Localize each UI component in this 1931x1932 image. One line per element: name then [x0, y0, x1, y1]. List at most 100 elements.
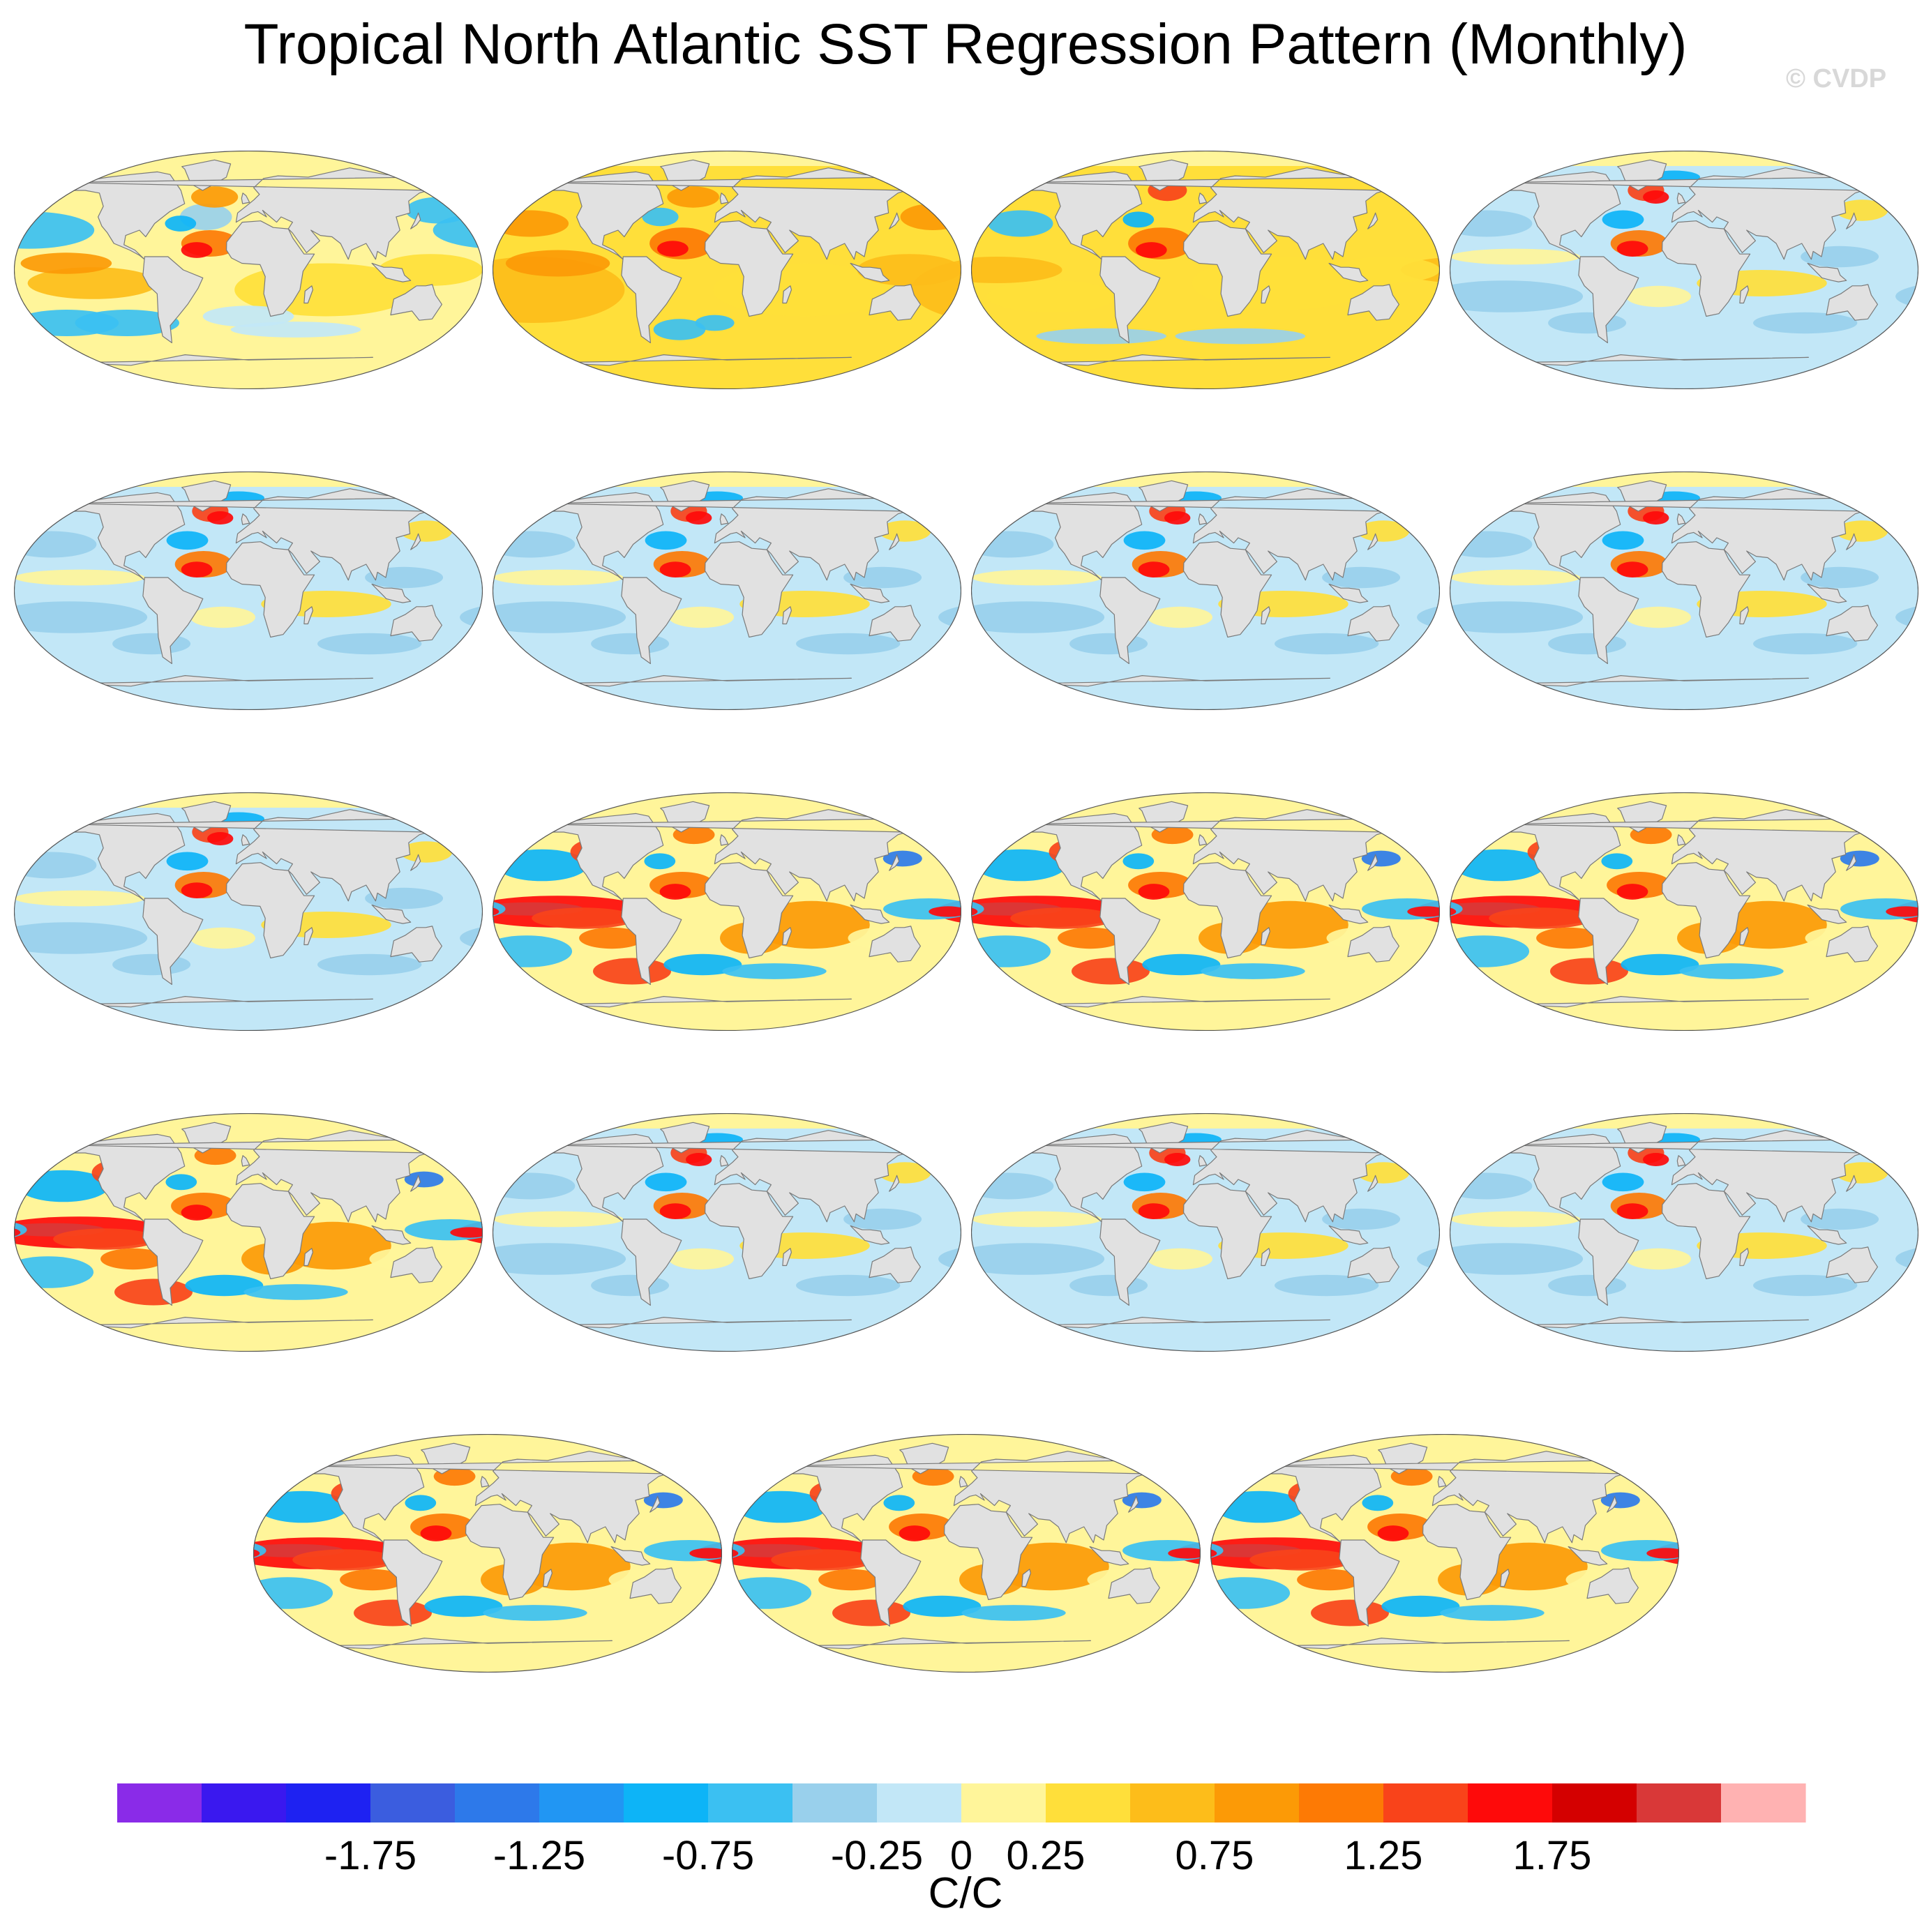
land-japan	[1607, 1495, 1618, 1513]
land-britain	[1198, 834, 1208, 846]
anomaly-region	[1886, 906, 1918, 917]
land-madagascar	[1261, 1248, 1270, 1267]
land-indonesia	[1807, 1225, 1847, 1245]
land-africa	[226, 220, 315, 317]
colorbar-swatch	[1637, 1783, 1722, 1822]
anomaly-region	[1616, 884, 1648, 900]
land-north-america	[68, 492, 186, 581]
land-south-america	[1099, 1218, 1161, 1306]
anomaly-region	[1489, 907, 1593, 929]
anomaly-region	[883, 1495, 915, 1511]
anomaly-region	[961, 1605, 1066, 1621]
land-madagascar	[303, 1248, 313, 1267]
land-indonesia	[371, 1225, 412, 1245]
land-australia	[1108, 1567, 1161, 1604]
colorbar-swatch	[1046, 1783, 1131, 1822]
anomaly-region	[971, 601, 1105, 633]
sst-regression-map	[14, 471, 483, 710]
anomaly-region	[645, 531, 687, 550]
anomaly-region	[659, 561, 691, 578]
anomaly-region	[1450, 1243, 1584, 1275]
anomaly-region	[1381, 1595, 1460, 1617]
land-north-america	[547, 492, 664, 581]
map-panel	[249, 1409, 726, 1716]
land-eurasia	[61, 809, 428, 902]
land-madagascar	[1500, 1569, 1510, 1587]
land-africa	[1662, 220, 1751, 317]
anomaly-region	[796, 633, 901, 655]
sst-regression-map	[971, 471, 1440, 710]
land-africa	[226, 1183, 315, 1280]
colorbar-swatch	[792, 1783, 878, 1822]
land-north-america	[1025, 1133, 1143, 1223]
land-indonesia	[1328, 1225, 1369, 1245]
land-north-america	[1504, 492, 1621, 581]
land-madagascar	[1739, 285, 1749, 304]
anomaly-region	[971, 257, 1062, 283]
colorbar-swatch	[117, 1783, 202, 1822]
anomaly-region	[1753, 633, 1858, 655]
land-eurasia	[1018, 809, 1385, 902]
land-japan	[410, 533, 421, 550]
anomaly-region	[972, 569, 1102, 586]
land-eurasia	[539, 488, 907, 581]
land-africa	[705, 541, 794, 638]
colorbar-swatch	[624, 1783, 709, 1822]
anomaly-region	[1122, 853, 1155, 870]
land-japan	[410, 854, 421, 871]
land-britain	[241, 834, 250, 846]
land-africa	[1183, 220, 1272, 317]
anomaly-region	[190, 606, 255, 628]
sst-regression-map	[493, 1113, 961, 1352]
land-eurasia	[1496, 809, 1864, 902]
land-north-america	[1504, 813, 1621, 902]
anomaly-region	[1646, 1548, 1679, 1559]
land-madagascar	[782, 606, 792, 625]
land-africa	[465, 1504, 555, 1601]
land-north-america	[68, 813, 186, 902]
anomaly-region	[166, 852, 209, 871]
land-australia	[1826, 605, 1879, 642]
land-eurasia	[61, 1130, 428, 1223]
anomaly-region	[1602, 531, 1644, 550]
anomaly-region	[645, 1172, 687, 1192]
anomaly-region	[1616, 241, 1648, 257]
anomaly-region	[1450, 601, 1584, 633]
colorbar-tick-label: -0.75	[662, 1833, 754, 1878]
land-madagascar	[782, 1248, 792, 1267]
land-australia	[1347, 605, 1400, 642]
land-britain	[1676, 834, 1686, 846]
land-north-america	[68, 171, 186, 260]
land-australia	[869, 1246, 922, 1283]
anomaly-region	[1138, 1203, 1170, 1219]
land-south-america	[142, 898, 204, 986]
land-japan	[1367, 854, 1378, 871]
anomaly-region	[1123, 1172, 1166, 1192]
anomaly-region	[450, 1227, 483, 1238]
land-madagascar	[1739, 606, 1749, 625]
anomaly-region	[405, 1495, 437, 1511]
colorbar-swatch	[286, 1783, 371, 1822]
anomaly-region	[1407, 906, 1440, 917]
land-eurasia	[61, 488, 428, 581]
anomaly-region	[1123, 531, 1166, 550]
anomaly-region	[1450, 280, 1584, 312]
anomaly-region	[1122, 1492, 1162, 1509]
sst-regression-map	[1450, 792, 1918, 1031]
anomaly-region	[1122, 211, 1155, 228]
anomaly-region	[400, 520, 453, 542]
map-border	[493, 151, 961, 389]
anomaly-region	[185, 1274, 264, 1297]
colorbar-swatch	[370, 1783, 456, 1822]
land-south-america	[1099, 898, 1161, 986]
sst-regression-map	[1210, 1434, 1679, 1673]
colorbar-swatch	[1552, 1783, 1637, 1822]
land-japan	[1128, 1495, 1139, 1513]
map-border	[253, 1434, 722, 1673]
anomaly-region	[771, 1549, 876, 1571]
anomaly-region	[1311, 1599, 1389, 1627]
anomaly-region	[667, 186, 719, 208]
anomaly-region	[181, 1205, 213, 1221]
colorbar-swatch	[539, 1783, 624, 1822]
land-eurasia	[300, 1451, 668, 1544]
